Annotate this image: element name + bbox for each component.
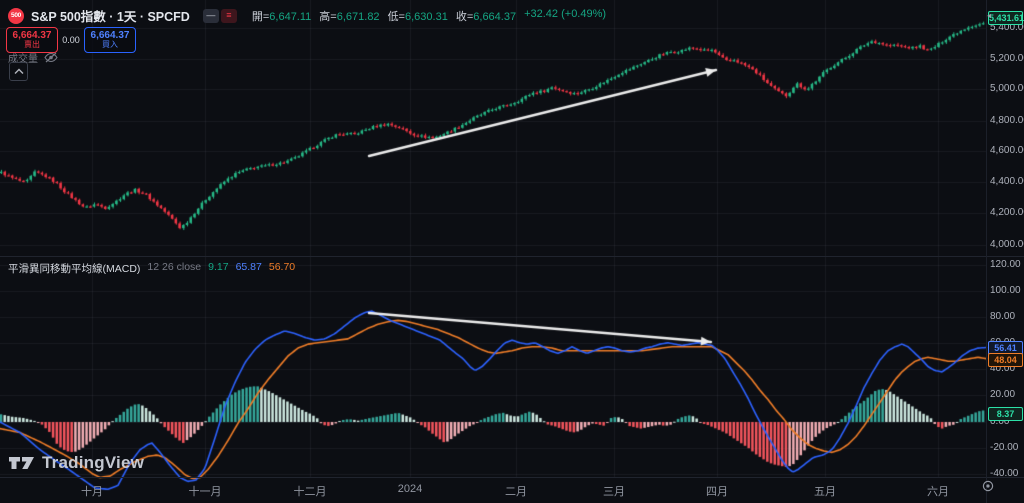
axis-tick-label: 20.00: [990, 389, 1016, 400]
ohlc-row: 開=6,647.11 高=6,671.82 低=6,630.31 收=6,664…: [252, 8, 606, 24]
tradingview-logo-icon: [9, 457, 34, 469]
axis-tick-label: 5,200.00: [990, 53, 1024, 64]
macd-indicator-title[interactable]: 平滑異同移動平均線(MACD): [8, 263, 141, 275]
spread-value: 0.00: [62, 35, 80, 45]
close-value: 6,664.37: [473, 10, 517, 23]
panel-settings-icon[interactable]: [981, 479, 995, 498]
market-status-button[interactable]: ≡: [220, 8, 237, 23]
price-axis-border: [986, 0, 987, 503]
sell-label: 賣出: [24, 40, 40, 50]
low-label: 低=: [387, 10, 405, 23]
collapse-legend-button[interactable]: —: [202, 8, 219, 23]
volume-row: 成交量: [8, 50, 58, 65]
axis-tick-label: 120.00: [990, 259, 1021, 270]
panel-separator[interactable]: [0, 256, 1024, 257]
symbol-logo[interactable]: 500: [8, 7, 24, 24]
symbol-title[interactable]: S&P 500指數 · 1天 · SPCFD: [31, 10, 190, 24]
time-tick-label: 十一月: [188, 486, 222, 498]
macd-header: 平滑異同移動平均線(MACD) 12 26 close 9.17 65.87 5…: [8, 261, 295, 276]
tradingview-logo-text: TradingView: [42, 453, 145, 472]
chevron-up-icon: [14, 68, 23, 74]
axis-tick-label: 80.00: [990, 311, 1016, 322]
time-tick-label: 十二月: [293, 486, 327, 498]
change-value: +32.42 (+0.49%): [524, 7, 607, 20]
symbol-header: 500 S&P 500指數 · 1天 · SPCFD — ≡ 開=6,647.1…: [8, 6, 606, 25]
time-tick-label: 二月: [505, 486, 527, 498]
low-value: 6,630.31: [405, 10, 448, 23]
macd-line-value: 65.87: [235, 261, 262, 273]
macd-hist-value: 9.17: [208, 261, 229, 273]
macd-value-badge: 8.37: [988, 407, 1023, 421]
sell-button[interactable]: 6,664.37 賣出: [6, 27, 58, 53]
volume-label: 成交量: [8, 54, 38, 65]
trade-widget: 6,664.37 賣出 0.00 6,664.37 買入: [6, 27, 136, 53]
sell-price: 6,664.37: [12, 29, 52, 41]
expand-toolbar-button[interactable]: [9, 62, 28, 81]
axis-tick-label: 4,400.00: [990, 176, 1024, 187]
axis-tick-label: 4,000.00: [990, 239, 1024, 250]
macd-value-badge: 48.04: [988, 353, 1023, 367]
axis-tick-label: -40.00: [990, 468, 1019, 479]
buy-button[interactable]: 6,664.37 買入: [84, 27, 136, 53]
macd-signal-value: 56.70: [268, 261, 296, 273]
axis-tick-label: 5,000.00: [990, 83, 1024, 94]
eye-off-icon[interactable]: [44, 52, 58, 63]
time-tick-label: 四月: [706, 486, 728, 498]
last-price-marker-icon: ◂: [987, 11, 992, 20]
open-label: 開=: [251, 10, 270, 23]
axis-tick-label: 4,800.00: [990, 115, 1024, 126]
axis-tick-label: -20.00: [990, 442, 1019, 453]
axis-tick-label: 5,400.00: [990, 22, 1024, 33]
header-mini-buttons: — ≡: [202, 8, 237, 23]
axis-tick-label: 4,200.00: [990, 207, 1024, 218]
last-price-badge: 5,431.61: [988, 11, 1024, 25]
axis-tick-label: 0.00: [990, 416, 1010, 427]
open-value: 6,647.11: [269, 10, 312, 23]
high-label: 高=: [319, 10, 337, 23]
axis-tick-label: 100.00: [990, 285, 1021, 296]
time-tick-label: 三月: [603, 486, 625, 498]
axis-tick-label: 4,600.00: [990, 145, 1024, 156]
macd-params: 12 26 close: [147, 261, 202, 273]
buy-price: 6,664.37: [90, 29, 130, 41]
time-tick-label: 六月: [927, 486, 949, 498]
tradingview-watermark[interactable]: TradingView: [8, 452, 144, 474]
close-label: 收=: [455, 10, 474, 23]
time-tick-label: 五月: [814, 486, 836, 498]
buy-label: 買入: [102, 40, 118, 50]
time-axis-separator: [0, 477, 1024, 478]
time-tick-label: 2024: [397, 483, 423, 495]
high-value: 6,671.82: [336, 10, 380, 23]
time-tick-label: 十月: [81, 486, 103, 498]
axis-tick-label: 40.00: [990, 363, 1016, 374]
